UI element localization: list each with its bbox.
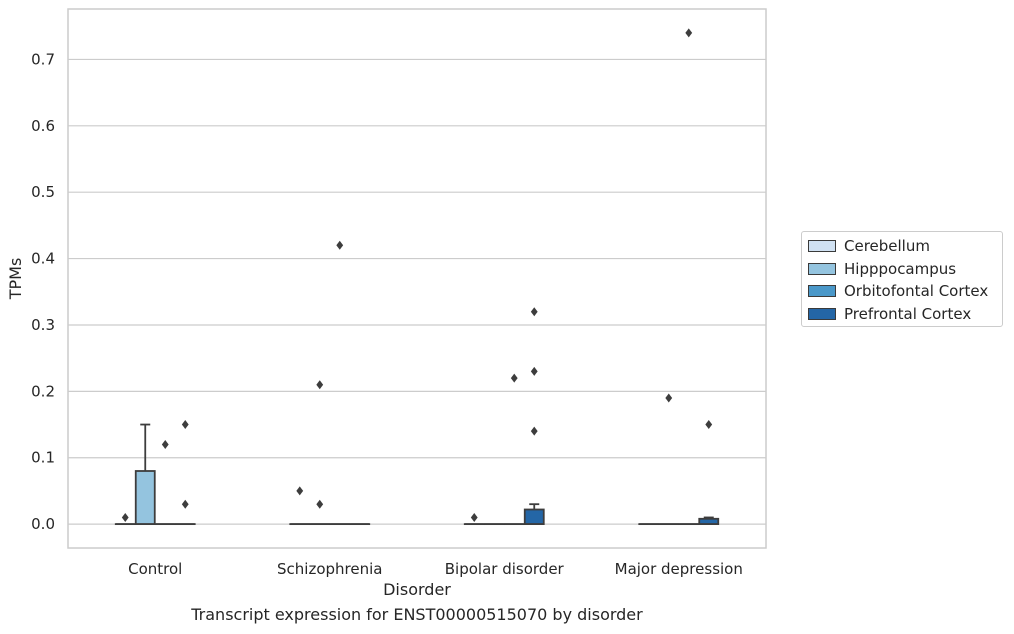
x-tick-label: Control: [128, 560, 182, 578]
box-orbitofontal-cortex: [329, 240, 351, 526]
gridlines: [68, 58, 766, 525]
legend-swatch: [808, 262, 836, 275]
legend-item-prefrontal-cortex: Prefrontal Cortex: [808, 303, 1002, 326]
figure-caption: Transcript expression for ENST0000051507…: [191, 605, 643, 624]
outlier-point: [530, 307, 538, 317]
outlier-point: [530, 426, 538, 436]
box-hipppocampus: [309, 380, 331, 526]
box-prefrontal-cortex: [174, 420, 196, 526]
y-axis-label: TPMs: [6, 258, 25, 301]
outlier-point: [705, 420, 713, 430]
outlier-point: [316, 380, 324, 390]
outlier-point: [181, 420, 189, 430]
outlier-point: [181, 499, 189, 509]
outlier-point: [161, 439, 169, 449]
legend-item-orbitofrontal-cortex: Orbitofontal Cortex: [808, 280, 1002, 303]
box: [523, 508, 545, 526]
legend-swatch: [808, 240, 836, 253]
box-cerebellum: [289, 486, 311, 526]
box-prefrontal-cortex: [698, 420, 720, 526]
x-tick-label: Bipolar disorder: [445, 560, 565, 578]
outlier-point: [530, 366, 538, 376]
outlier-point: [470, 512, 478, 522]
outlier-point: [336, 240, 344, 250]
y-tick-label: 0.5: [31, 183, 55, 201]
box-orbitofontal-cortex: [154, 439, 176, 526]
box-orbitofontal-cortex: [503, 373, 525, 526]
legend-swatch: [808, 307, 836, 320]
legend-label: Orbitofontal Cortex: [844, 282, 989, 301]
box-prefrontal-cortex: [523, 307, 545, 526]
outlier-point: [296, 486, 304, 496]
box: [134, 470, 156, 526]
y-tick-label: 0.6: [31, 117, 55, 135]
y-tick-label: 0.0: [31, 515, 55, 533]
y-tick-label: 0.7: [31, 50, 55, 68]
outlier-point: [121, 512, 129, 522]
box-series: [114, 28, 720, 526]
x-axis-ticks: Control Schizophrenia Bipolar disorder Majo…: [128, 560, 743, 578]
y-tick-label: 0.4: [31, 250, 55, 268]
x-tick-label: Major depression: [615, 560, 743, 578]
legend-label: Prefrontal Cortex: [844, 304, 972, 323]
legend-swatch: [808, 285, 836, 298]
box-hipppocampus: [134, 423, 156, 526]
outlier-point: [665, 393, 673, 403]
outlier-point: [510, 373, 518, 383]
y-tick-label: 0.3: [31, 316, 55, 334]
legend: Cerebellum Hipppocampus Orbitofontal Cor…: [801, 231, 1003, 327]
plot-frame: [67, 8, 767, 549]
y-tick-label: 0.1: [31, 449, 55, 467]
box-hipppocampus: [658, 393, 680, 526]
legend-label: Hipppocampus: [844, 259, 957, 278]
box-cerebellum: [463, 512, 485, 526]
box-orbitofontal-cortex: [678, 28, 700, 526]
y-axis-ticks: 0.0 0.1 0.2 0.3 0.4 0.5 0.6 0.7: [31, 50, 55, 533]
outlier-point: [685, 28, 693, 38]
legend-item-cerebellum: Cerebellum: [808, 235, 1002, 258]
x-tick-label: Schizophrenia: [277, 560, 382, 578]
x-axis-label: Disorder: [383, 580, 451, 599]
box-cerebellum: [114, 512, 136, 526]
outlier-point: [316, 499, 324, 509]
legend-label: Cerebellum: [844, 237, 930, 256]
legend-item-hippocampus: Hipppocampus: [808, 258, 1002, 281]
y-tick-label: 0.2: [31, 382, 55, 400]
